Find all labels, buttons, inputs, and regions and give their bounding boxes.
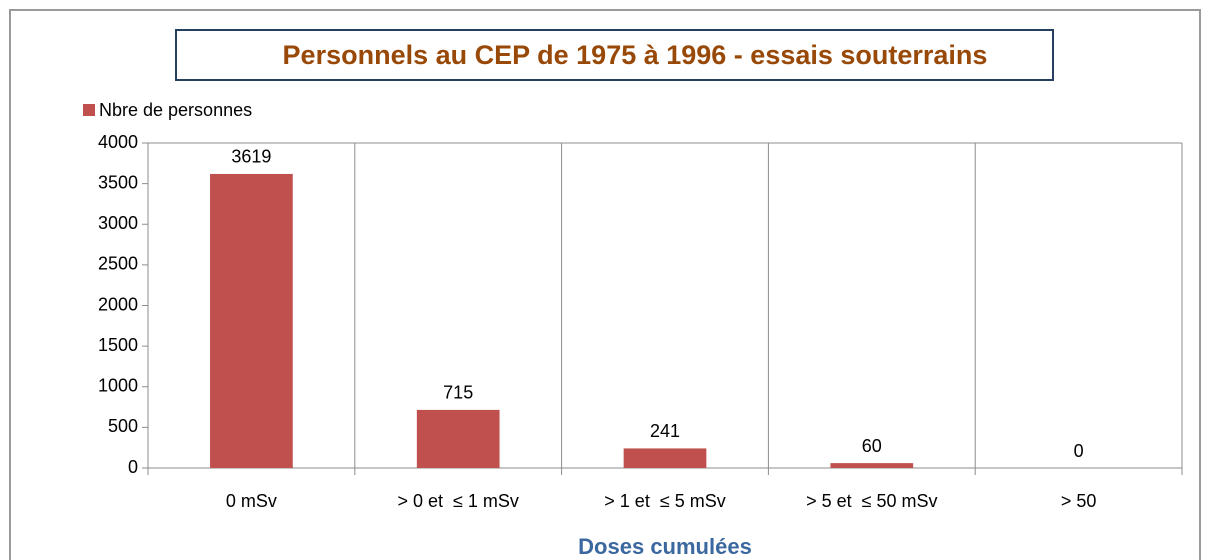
y-tick-label: 1000	[98, 376, 138, 396]
bar	[416, 409, 500, 468]
title-box	[175, 29, 1054, 81]
data-label: 60	[862, 436, 882, 456]
data-label: 0	[1074, 441, 1084, 461]
y-tick-label: 2500	[98, 254, 138, 274]
data-label: 241	[650, 421, 680, 441]
y-tick-label: 3500	[98, 172, 138, 192]
y-tick-label: 0	[128, 457, 138, 477]
y-tick-label: 3000	[98, 213, 138, 233]
bar	[623, 448, 707, 468]
y-tick-label: 4000	[98, 132, 138, 152]
y-tick-label: 1500	[98, 335, 138, 355]
x-tick-label: 0 mSv	[226, 491, 277, 511]
legend-swatch	[83, 104, 95, 116]
x-tick-label: > 50	[1061, 491, 1097, 511]
x-tick-label: > 5 et ≤ 50 mSv	[806, 491, 937, 511]
legend-label: Nbre de personnes	[99, 100, 252, 120]
x-axis-title: Doses cumulées	[578, 534, 752, 559]
chart-frame	[9, 9, 1201, 560]
y-tick-label: 2000	[98, 294, 138, 314]
y-tick-label: 500	[108, 416, 138, 436]
data-label: 3619	[231, 147, 271, 167]
data-label: 715	[443, 383, 473, 403]
x-tick-label: > 1 et ≤ 5 mSv	[604, 491, 725, 511]
bar	[210, 173, 293, 469]
bar	[830, 463, 914, 468]
chart-title: Personnels au CEP de 1975 à 1996 - essai…	[283, 40, 988, 70]
x-tick-label: > 0 et ≤ 1 mSv	[397, 491, 518, 511]
